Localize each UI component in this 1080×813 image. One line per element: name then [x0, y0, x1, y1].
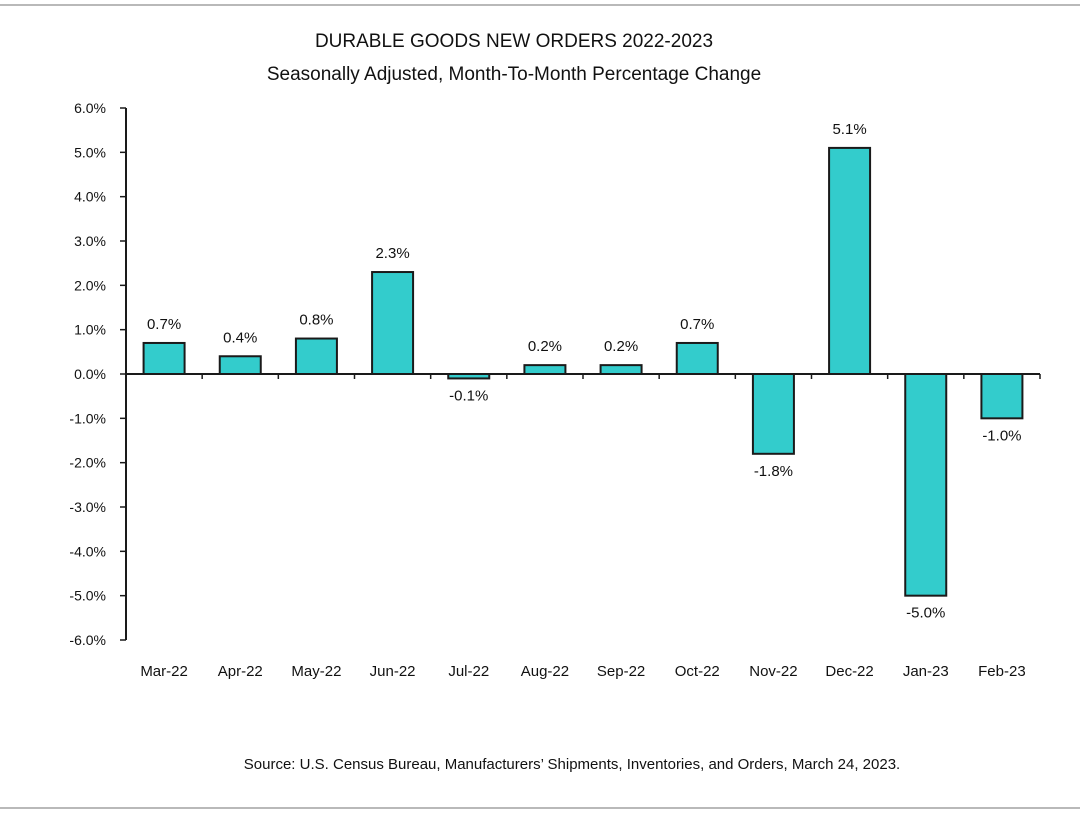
- y-axis-ticks: 6.0% 5.0% 4.0% 3.0% 2.0% 1.0% 0.0% -1.0% -2.0% -3…: [69, 100, 126, 648]
- x-tick-label: Sep-22: [597, 663, 645, 680]
- y-tick-label: -2.0%: [69, 455, 106, 471]
- y-tick-label: 5.0%: [74, 144, 106, 160]
- data-label: -0.1%: [449, 387, 488, 404]
- bottom-border: [0, 807, 1080, 809]
- x-tick-label: Jan-23: [903, 663, 949, 680]
- y-tick-label: -6.0%: [69, 632, 106, 648]
- y-tick-label: -5.0%: [69, 588, 106, 604]
- bar-nov-22: [751, 373, 795, 455]
- data-label: 0.2%: [604, 338, 638, 355]
- data-label: -5.0%: [906, 605, 945, 622]
- data-labels: 0.7% 0.4% 0.8% 2.3% -0.1% 0.2% 0.2% 0.7% -1.8% 5.…: [147, 121, 1022, 622]
- bar-oct-22: [675, 341, 719, 376]
- y-tick-label: 4.0%: [74, 189, 106, 205]
- x-tick-label: Dec-22: [825, 663, 873, 680]
- x-tick-label: Nov-22: [749, 663, 797, 680]
- x-tick-label: Feb-23: [978, 663, 1026, 680]
- x-tick-label: Aug-22: [521, 663, 569, 680]
- bar-jan-23: [904, 373, 948, 597]
- chart-subtitle: Seasonally Adjusted, Month-To-Month Perc…: [266, 64, 762, 85]
- bar-feb-23: [980, 373, 1024, 420]
- y-tick-label: -4.0%: [69, 543, 106, 559]
- y-tick-label: 1.0%: [74, 322, 106, 338]
- data-label: 0.2%: [528, 338, 562, 355]
- bar-may-22: [294, 337, 338, 375]
- data-label: 5.1%: [832, 121, 866, 138]
- bar-sep-22: [599, 364, 643, 375]
- data-label: 0.7%: [147, 316, 181, 333]
- bar-jun-22: [371, 271, 415, 375]
- y-tick-label: 6.0%: [74, 100, 106, 116]
- data-label: 0.4%: [223, 329, 257, 346]
- y-tick-label: -3.0%: [69, 499, 106, 515]
- y-tick-label: 3.0%: [74, 233, 106, 249]
- x-tick-label: Oct-22: [675, 663, 720, 680]
- axes: [125, 108, 1041, 640]
- y-tick-label: 0.0%: [74, 366, 106, 382]
- y-tick-label: 2.0%: [74, 277, 106, 293]
- chart-title: DURABLE GOODS NEW ORDERS 2022-2023: [314, 31, 714, 52]
- x-tick-label: Apr-22: [218, 663, 263, 680]
- top-border: [0, 0, 1080, 6]
- x-axis-labels: Mar-22 Apr-22 May-22 Jun-22 Jul-22 Aug-22 Sep-…: [140, 663, 1025, 680]
- bar-apr-22: [218, 355, 262, 375]
- x-tick-label: Mar-22: [140, 663, 188, 680]
- x-tick-label: Jun-22: [370, 663, 416, 680]
- data-label: -1.8%: [754, 463, 793, 480]
- bars: [142, 146, 1024, 597]
- bar-aug-22: [523, 364, 567, 375]
- x-tick-label: May-22: [291, 663, 341, 680]
- data-label: 0.8%: [299, 312, 333, 329]
- data-label: -1.0%: [982, 427, 1021, 444]
- source-note: Source: U.S. Census Bureau, Manufacturer…: [243, 756, 901, 773]
- data-label: 2.3%: [375, 245, 409, 262]
- y-tick-label: -1.0%: [69, 410, 106, 426]
- data-label: 0.7%: [680, 316, 714, 333]
- x-tick-label: Jul-22: [448, 663, 489, 680]
- bar-dec-22: [828, 146, 872, 375]
- bar-mar-22: [142, 341, 186, 376]
